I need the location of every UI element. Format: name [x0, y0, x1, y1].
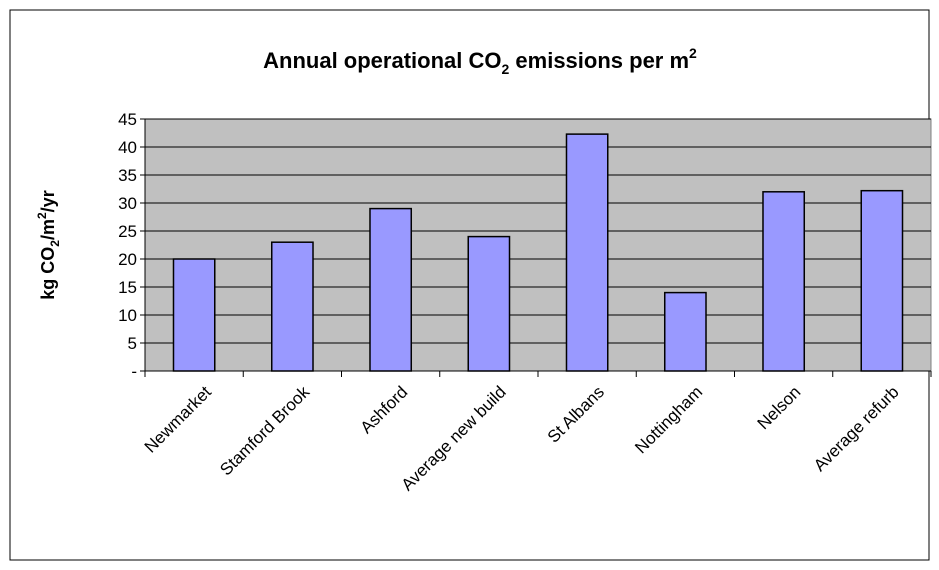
y-tick-label: 10: [118, 306, 137, 325]
y-tick-label: 30: [118, 194, 137, 213]
bar: [467, 235, 511, 372]
bar: [762, 191, 806, 372]
bar: [663, 291, 707, 372]
y-tick-label: 35: [118, 166, 137, 185]
y-axis-ticks: - 5 10 15 20 25 30 35 40 45: [118, 110, 145, 381]
bars: [172, 133, 904, 372]
bar: [369, 207, 413, 372]
y-tick-label: 15: [118, 278, 137, 297]
plot-area: [144, 118, 932, 372]
y-axis-label: kg CO2/m2/yr: [35, 190, 62, 299]
y-tick-label: 25: [118, 222, 137, 241]
bar: [860, 189, 904, 372]
y-tick-label: -: [131, 362, 137, 381]
bar: [172, 258, 216, 372]
y-tick-label: 5: [128, 334, 137, 353]
bar: [565, 133, 609, 372]
y-tick-label: 40: [118, 138, 137, 157]
chart-title: Annual operational CO2 emissions per m2: [263, 45, 697, 77]
y-tick-label: 45: [118, 110, 137, 129]
bar: [270, 241, 314, 372]
y-tick-label: 20: [118, 250, 137, 269]
